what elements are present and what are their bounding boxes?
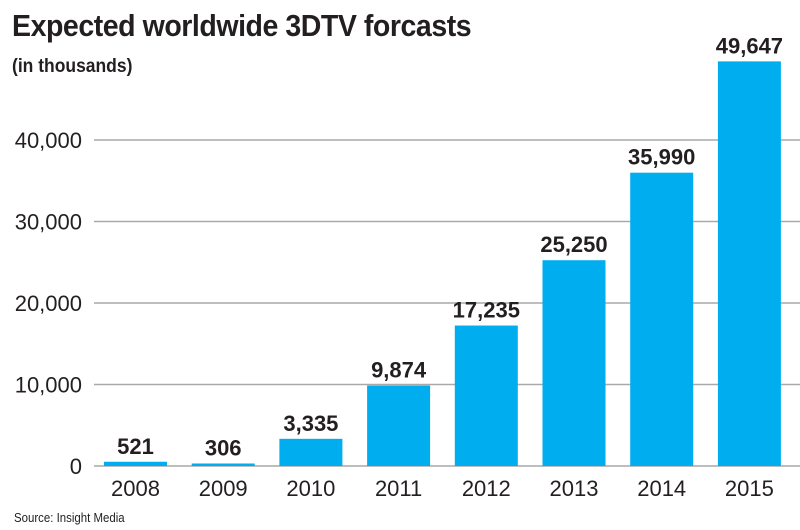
x-tick-label: 2008 xyxy=(111,476,160,501)
chart-title: Expected worldwide 3DTV forcasts xyxy=(12,8,472,43)
bar-2015 xyxy=(717,61,781,466)
y-tick-label: 30,000 xyxy=(15,210,82,235)
x-tick-label: 2015 xyxy=(725,476,774,501)
y-tick-label: 10,000 xyxy=(15,373,82,398)
y-tick-label: 40,000 xyxy=(15,128,82,153)
bar-2008 xyxy=(104,461,167,466)
x-tick-label: 2009 xyxy=(199,476,248,501)
bar-2010 xyxy=(279,438,343,466)
data-label: 35,990 xyxy=(628,145,695,170)
x-tick-label: 2011 xyxy=(375,476,422,501)
bar-2012 xyxy=(454,325,518,466)
bar-2014 xyxy=(630,172,694,466)
data-label: 9,874 xyxy=(371,358,427,383)
data-label: 49,647 xyxy=(716,33,783,58)
data-label: 25,250 xyxy=(540,232,607,257)
x-tick-label: 2014 xyxy=(637,476,686,501)
x-tick-label: 2013 xyxy=(550,476,599,501)
data-label: 521 xyxy=(117,434,154,459)
x-tick-label: 2010 xyxy=(286,476,335,501)
bar-2013 xyxy=(542,260,606,466)
source-note: Source: Insight Media xyxy=(14,510,125,525)
chart-subtitle: (in thousands) xyxy=(12,56,133,77)
y-tick-label: 0 xyxy=(70,454,82,479)
bar-2011 xyxy=(367,385,431,466)
data-label: 306 xyxy=(205,436,242,461)
bar-2009 xyxy=(191,463,255,466)
data-label: 17,235 xyxy=(453,298,520,323)
y-tick-label: 20,000 xyxy=(15,291,82,316)
x-tick-label: 2012 xyxy=(462,476,511,501)
data-label: 3,335 xyxy=(283,411,338,436)
